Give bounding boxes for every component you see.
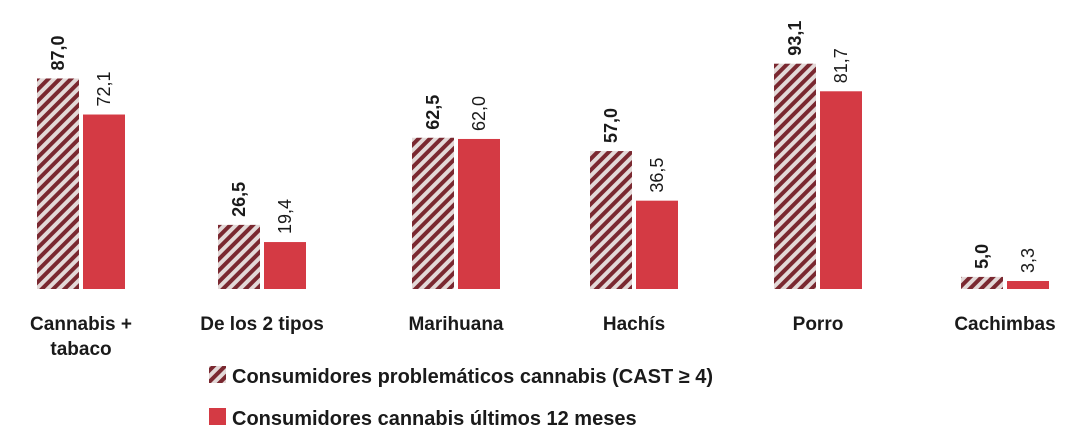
value-label-12-months-3: 36,5: [647, 158, 667, 193]
bar-problematic-3: [590, 151, 632, 289]
bar-problematic-5: [961, 276, 1003, 289]
legend-swatch-hatched: [209, 366, 226, 383]
category-label-5: Cachimbas: [954, 314, 1055, 335]
bar-12-months-2: [458, 138, 500, 289]
category-label-0-line-1: tabaco: [50, 339, 111, 360]
value-label-12-months-1: 19,4: [275, 199, 295, 234]
bar-12-months-0: [83, 114, 125, 289]
value-label-problematic-4: 93,1: [785, 21, 805, 56]
value-label-12-months-0: 72,1: [94, 71, 114, 106]
value-label-12-months-2: 62,0: [469, 96, 489, 131]
value-labels-layer: 87,0 72,1 26,5 19,4 62,5 62,0 57,0 36,5 93,1 81,7…: [48, 21, 1038, 273]
value-label-problematic-0: 87,0: [48, 35, 68, 70]
legend-label-problematic: Consumidores problemáticos cannabis (CAS…: [232, 366, 713, 388]
bar-problematic-2: [412, 137, 454, 289]
category-label-2: Marihuana: [408, 314, 503, 335]
legend: Consumidores problemáticos cannabis (CAS…: [209, 366, 713, 430]
legend-label-12-months: Consumidores cannabis últimos 12 meses: [232, 408, 637, 430]
category-label-0-line-0: Cannabis +: [30, 314, 132, 335]
value-label-problematic-3: 57,0: [601, 108, 621, 143]
bar-12-months-5: [1007, 281, 1049, 289]
legend-item-problematic: Consumidores problemáticos cannabis (CAS…: [209, 366, 713, 388]
bar-problematic-4: [774, 63, 816, 290]
category-labels-layer: Cannabis + tabaco De los 2 tipos Marihuana H…: [30, 314, 1056, 360]
bars-layer: [37, 63, 1049, 290]
legend-item-12-months: Consumidores cannabis últimos 12 meses: [209, 408, 637, 430]
value-label-12-months-5: 3,3: [1018, 248, 1038, 273]
bar-12-months-4: [820, 91, 862, 289]
bar-problematic-1: [218, 224, 260, 289]
bar-12-months-1: [264, 242, 306, 289]
category-label-1: De los 2 tipos: [200, 314, 324, 335]
bar-12-months-3: [636, 200, 678, 289]
value-label-12-months-4: 81,7: [831, 48, 851, 83]
value-label-problematic-2: 62,5: [423, 95, 443, 130]
bar-problematic-0: [37, 78, 79, 290]
category-label-3: Hachís: [603, 314, 665, 335]
value-label-problematic-1: 26,5: [229, 182, 249, 217]
category-label-4: Porro: [793, 314, 844, 335]
legend-swatch-solid: [209, 408, 226, 425]
value-label-problematic-5: 5,0: [972, 244, 992, 269]
